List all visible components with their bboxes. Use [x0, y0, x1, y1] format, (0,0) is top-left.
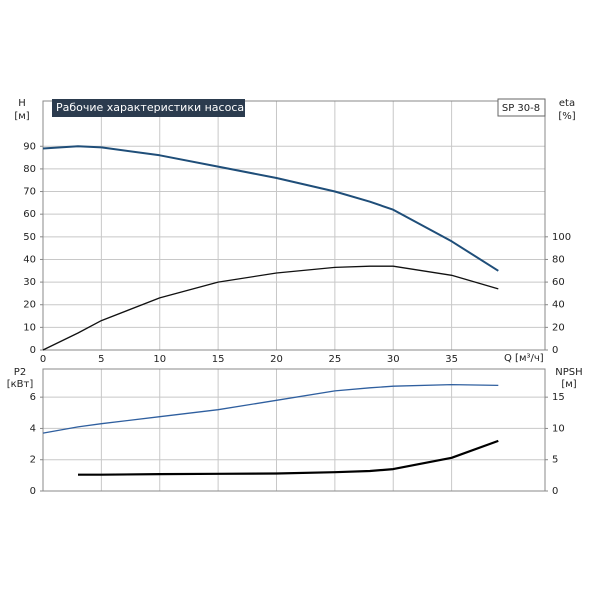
y2-tick-label: 5 — [552, 455, 558, 466]
title-box — [52, 99, 245, 117]
x-tick-label: 35 — [445, 354, 458, 365]
y-tick-label: 10 — [23, 322, 36, 333]
y2-label: eta — [559, 98, 575, 109]
x-tick-label: 0 — [40, 354, 46, 365]
y-tick-label: 6 — [30, 392, 36, 403]
y-tick-label: 20 — [23, 300, 36, 311]
x-tick-label: 20 — [270, 354, 283, 365]
y2-tick-label: 0 — [552, 345, 558, 356]
y-tick-label: 70 — [23, 187, 36, 198]
y-label: H — [18, 98, 26, 109]
x-tick-label: 15 — [212, 354, 225, 365]
y-tick-label: 40 — [23, 254, 36, 265]
y2-tick-label: 0 — [552, 486, 558, 497]
y2-tick-label: 20 — [552, 322, 565, 333]
y2-tick-label: 100 — [552, 232, 571, 243]
y-tick-label: 2 — [30, 455, 36, 466]
x-label: Q [м³/ч] — [504, 353, 544, 364]
y-unit: [кВт] — [7, 379, 34, 390]
series-line — [42, 145, 499, 272]
y2-tick-label: 80 — [552, 254, 565, 265]
y-tick-label: 80 — [23, 164, 36, 175]
x-tick-label: 25 — [328, 354, 341, 365]
y2-unit: [%] — [558, 111, 575, 122]
y2-tick-label: 60 — [552, 277, 565, 288]
y-tick-label: 0 — [30, 345, 36, 356]
y-unit: [м] — [14, 111, 29, 122]
y2-label: NPSH — [555, 367, 582, 378]
y-tick-label: 50 — [23, 232, 36, 243]
y2-tick-label: 10 — [552, 423, 565, 434]
plot-frame — [42, 100, 546, 351]
y-label: P2 — [14, 367, 26, 378]
y2-tick-label: 40 — [552, 300, 565, 311]
y-tick-label: 30 — [23, 277, 36, 288]
y-tick-label: 4 — [30, 423, 36, 434]
y-tick-label: 60 — [23, 209, 36, 220]
series-line — [78, 439, 499, 476]
series-line — [42, 383, 499, 434]
model-box — [497, 98, 546, 117]
y-tick-label: 0 — [30, 486, 36, 497]
y2-tick-label: 15 — [552, 392, 565, 403]
y-tick-label: 90 — [23, 141, 36, 152]
x-tick-label: 30 — [387, 354, 400, 365]
x-tick-label: 10 — [153, 354, 166, 365]
x-tick-label: 5 — [98, 354, 104, 365]
series-line — [42, 265, 499, 351]
model-label: SP 30-8 — [502, 103, 540, 114]
chart-title: Рабочие характеристики насоса — [56, 101, 244, 114]
y2-unit: [м] — [561, 379, 576, 390]
plot-frame — [42, 368, 546, 492]
